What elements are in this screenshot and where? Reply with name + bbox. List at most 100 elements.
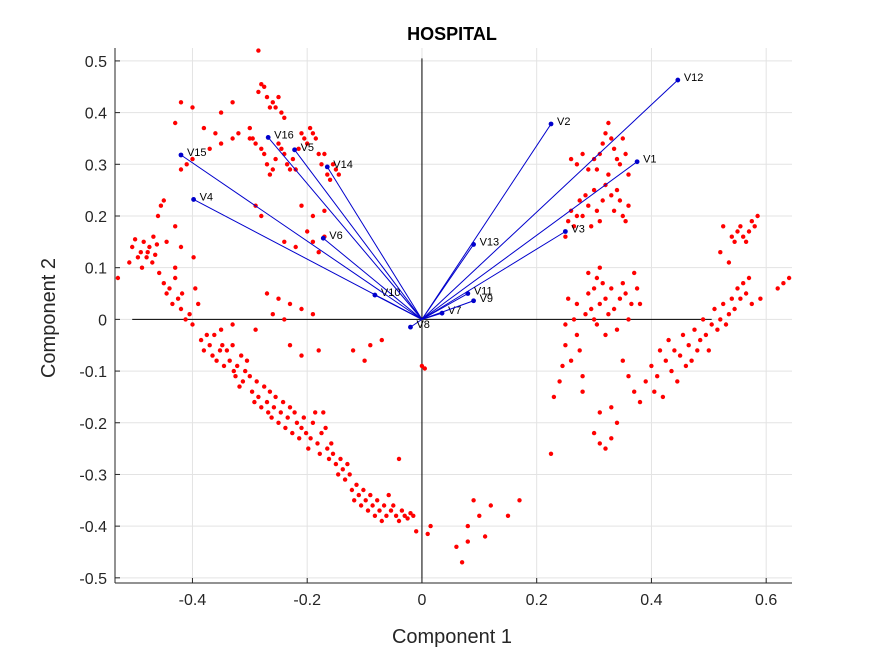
- scatter-point: [597, 265, 602, 270]
- scatter-point: [563, 343, 568, 348]
- scatter-point: [178, 306, 184, 312]
- scatter-point: [488, 503, 493, 508]
- scatter-point: [557, 379, 562, 384]
- scatter-point: [663, 358, 668, 363]
- scatter-point: [726, 260, 732, 265]
- scatter-point: [294, 420, 300, 425]
- scatter-point: [606, 172, 611, 177]
- scatter-point: [571, 317, 577, 322]
- scatter-point: [454, 544, 459, 549]
- vector-tip-v6: [320, 235, 326, 241]
- scatter-point: [310, 420, 316, 425]
- scatter-point: [586, 167, 591, 172]
- scatter-point: [586, 291, 591, 296]
- scatter-point: [732, 239, 737, 244]
- scatter-point: [560, 363, 565, 369]
- scatter-point: [193, 286, 198, 291]
- scatter-point: [310, 213, 316, 219]
- scatter-point: [273, 156, 278, 162]
- scatter-point: [732, 306, 737, 312]
- scatter-point: [712, 306, 717, 312]
- scatter-point: [465, 539, 470, 544]
- vector-line-v16: [267, 137, 423, 320]
- scatter-point: [254, 379, 259, 384]
- scatter-point: [597, 151, 602, 157]
- scatter-point: [574, 332, 580, 338]
- scatter-point: [167, 286, 172, 291]
- scatter-point: [606, 120, 611, 126]
- x-tick-label: 0.2: [526, 592, 548, 609]
- scatter-point: [743, 239, 749, 244]
- scatter-point: [287, 167, 293, 172]
- y-axis-label: Component 2: [38, 258, 60, 378]
- scatter-point: [115, 275, 121, 281]
- scatter-point: [775, 286, 780, 291]
- scatter-point: [609, 405, 614, 410]
- scatter-point: [276, 94, 281, 100]
- scatter-point: [620, 358, 625, 363]
- scatter-point: [597, 301, 602, 307]
- y-tick-label: -0.3: [79, 467, 107, 484]
- scatter-point: [308, 436, 313, 441]
- scatter-point: [505, 513, 511, 518]
- scatter-point: [259, 405, 264, 410]
- y-tick-label: 0: [98, 312, 107, 329]
- scatter-point: [190, 156, 195, 162]
- scatter-point: [221, 363, 227, 369]
- scatter-point: [164, 291, 169, 296]
- scatter-point: [299, 203, 304, 208]
- scatter-point: [256, 48, 261, 53]
- scatter-point: [611, 208, 617, 213]
- scatter-point: [276, 296, 281, 301]
- scatter-point: [282, 317, 287, 322]
- scatter-point: [677, 353, 683, 358]
- scatter-point: [145, 250, 150, 255]
- scatter-point: [135, 255, 141, 260]
- y-tick-label: 0.4: [85, 106, 107, 123]
- scatter-point: [267, 172, 273, 177]
- scatter-points: [115, 48, 792, 565]
- scatter-point: [323, 425, 328, 431]
- scatter-point: [279, 146, 284, 151]
- scatter-point: [589, 306, 594, 312]
- scatter-point: [317, 451, 322, 456]
- scatter-point: [184, 162, 189, 167]
- scatter-point: [589, 224, 594, 229]
- tick-labels: -0.4 -0.2 0 0.2 0.4 0.6 -0.5 -0.4 -0.3 -0.2 -0.1 0 0…: [79, 54, 777, 609]
- scatter-point: [634, 286, 640, 291]
- scatter-point: [614, 327, 620, 332]
- scatter-point: [196, 301, 201, 307]
- scatter-point: [161, 198, 166, 203]
- scatter-point: [566, 296, 571, 301]
- scatter-point: [340, 467, 345, 472]
- scatter-point: [230, 322, 235, 327]
- scatter-point: [381, 503, 387, 508]
- vector-line-v5: [294, 149, 423, 320]
- scatter-point: [741, 234, 746, 239]
- scatter-point: [178, 167, 184, 172]
- scatter-point: [155, 213, 161, 219]
- vector-label-v16: V16: [274, 129, 294, 141]
- scatter-point: [327, 177, 333, 182]
- scatter-point: [781, 281, 786, 286]
- scatter-point: [296, 146, 301, 151]
- scatter-point: [132, 237, 138, 242]
- scatter-point: [347, 472, 352, 477]
- scatter-point: [270, 100, 275, 105]
- scatter-point: [600, 198, 605, 203]
- scatter-point: [370, 503, 375, 508]
- scatter-point: [220, 343, 225, 348]
- scatter-point: [611, 306, 617, 312]
- scatter-point: [683, 363, 689, 369]
- vector-tip-v2: [548, 121, 554, 127]
- scatter-point: [259, 146, 264, 151]
- scatter-point: [336, 172, 341, 177]
- x-tick-label: 0.6: [755, 592, 777, 609]
- scatter-point: [306, 446, 311, 451]
- scatter-point: [738, 224, 743, 229]
- scatter-point: [632, 389, 637, 394]
- scatter-point: [568, 358, 574, 363]
- scatter-point: [164, 239, 169, 244]
- scatter-point: [746, 229, 752, 234]
